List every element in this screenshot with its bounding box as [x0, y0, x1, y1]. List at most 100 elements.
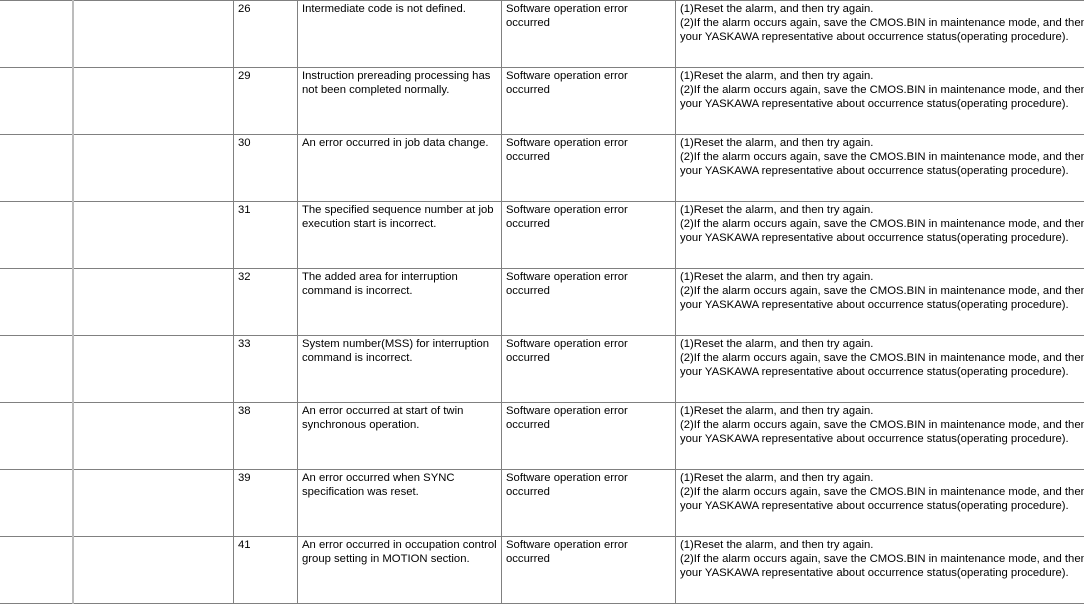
cell-column-b — [73, 201, 234, 269]
table-row: 26 Intermediate code is not defined. Softw… — [0, 0, 1084, 68]
table-row: 32 The added area for interruption comman… — [0, 268, 1084, 336]
cell-description-text: The specified sequence number at job exe… — [302, 204, 494, 230]
cell-description-text: Intermediate code is not defined. — [302, 3, 466, 15]
table-row: 33 System number(MSS) for interruption co… — [0, 335, 1084, 403]
cell-remedy-text: (1)Reset the alarm, and then try again. … — [680, 271, 1084, 311]
cell-cause: Software operation error occurred — [501, 268, 676, 336]
cell-alarm-code-text: 31 — [238, 204, 251, 216]
cell-alarm-code: 41 — [233, 536, 298, 604]
cell-remedy: (1)Reset the alarm, and then try again. … — [675, 268, 1084, 336]
cell-alarm-code-text: 41 — [238, 539, 251, 551]
cell-description: The added area for interruption command … — [297, 268, 502, 336]
cell-remedy-text: (1)Reset the alarm, and then try again. … — [680, 338, 1084, 378]
cell-description: An error occurred at start of twin synch… — [297, 402, 502, 470]
cell-column-b — [73, 0, 234, 68]
cell-cause-text: Software operation error occurred — [506, 472, 628, 498]
cell-remedy: (1)Reset the alarm, and then try again. … — [675, 67, 1084, 135]
cell-cause: Software operation error occurred — [501, 67, 676, 135]
table-row: 29 Instruction prereading processing has … — [0, 67, 1084, 135]
cell-column-b — [73, 536, 234, 604]
cell-cause-text: Software operation error occurred — [506, 70, 628, 96]
cell-alarm-code: 32 — [233, 268, 298, 336]
table-row: 38 An error occurred at start of twin syn… — [0, 402, 1084, 470]
cell-column-a — [0, 201, 74, 269]
cell-column-b — [73, 402, 234, 470]
cell-description: An error occurred in job data change. — [297, 134, 502, 202]
cell-alarm-code-text: 32 — [238, 271, 251, 283]
cell-remedy: (1)Reset the alarm, and then try again. … — [675, 402, 1084, 470]
cell-description-text: Instruction prereading processing has no… — [302, 70, 491, 96]
cell-column-a — [0, 402, 74, 470]
cell-cause-text: Software operation error occurred — [506, 137, 628, 163]
cell-description-text: An error occurred when SYNC specificatio… — [302, 472, 455, 498]
table-row: 39 An error occurred when SYNC specificat… — [0, 469, 1084, 537]
cell-alarm-code-text: 29 — [238, 70, 251, 82]
cell-cause-text: Software operation error occurred — [506, 3, 628, 29]
cell-cause-text: Software operation error occurred — [506, 271, 628, 297]
cell-remedy-text: (1)Reset the alarm, and then try again. … — [680, 3, 1084, 43]
cell-column-a — [0, 536, 74, 604]
cell-alarm-code-text: 39 — [238, 472, 251, 484]
cell-description: An error occurred when SYNC specificatio… — [297, 469, 502, 537]
cell-remedy-text: (1)Reset the alarm, and then try again. … — [680, 472, 1084, 512]
cell-remedy: (1)Reset the alarm, and then try again. … — [675, 134, 1084, 202]
cell-description: System number(MSS) for interruption comm… — [297, 335, 502, 403]
cell-description: The specified sequence number at job exe… — [297, 201, 502, 269]
cell-remedy-text: (1)Reset the alarm, and then try again. … — [680, 70, 1084, 110]
cell-column-a — [0, 469, 74, 537]
cell-column-a — [0, 335, 74, 403]
cell-remedy-text: (1)Reset the alarm, and then try again. … — [680, 137, 1084, 177]
cell-remedy-text: (1)Reset the alarm, and then try again. … — [680, 539, 1084, 579]
cell-cause: Software operation error occurred — [501, 536, 676, 604]
cell-description-text: An error occurred at start of twin synch… — [302, 405, 464, 431]
cell-description-text: An error occurred in job data change. — [302, 137, 489, 149]
cell-cause: Software operation error occurred — [501, 335, 676, 403]
table-row: 41 An error occurred in occupation contro… — [0, 536, 1084, 604]
cell-alarm-code-text: 38 — [238, 405, 251, 417]
cell-alarm-code-text: 30 — [238, 137, 251, 149]
cell-alarm-code: 33 — [233, 335, 298, 403]
cell-column-b — [73, 67, 234, 135]
cell-alarm-code: 39 — [233, 469, 298, 537]
cell-column-b — [73, 469, 234, 537]
cell-remedy-text: (1)Reset the alarm, and then try again. … — [680, 405, 1084, 445]
cell-cause: Software operation error occurred — [501, 201, 676, 269]
cell-column-b — [73, 134, 234, 202]
table-row: 31 The specified sequence number at job e… — [0, 201, 1084, 269]
cell-description: An error occurred in occupation control … — [297, 536, 502, 604]
cell-alarm-code: 38 — [233, 402, 298, 470]
cell-column-a — [0, 0, 74, 68]
cell-alarm-code-text: 26 — [238, 3, 251, 15]
cell-cause-text: Software operation error occurred — [506, 338, 628, 364]
cell-cause: Software operation error occurred — [501, 0, 676, 68]
cell-cause-text: Software operation error occurred — [506, 204, 628, 230]
cell-description-text: An error occurred in occupation control … — [302, 539, 497, 565]
cell-remedy: (1)Reset the alarm, and then try again. … — [675, 469, 1084, 537]
cell-cause-text: Software operation error occurred — [506, 405, 628, 431]
cell-column-b — [73, 335, 234, 403]
cell-alarm-code: 30 — [233, 134, 298, 202]
cell-alarm-code: 29 — [233, 67, 298, 135]
cell-cause: Software operation error occurred — [501, 469, 676, 537]
table-row: 30 An error occurred in job data change. S… — [0, 134, 1084, 202]
cell-description-text: System number(MSS) for interruption comm… — [302, 338, 490, 364]
cell-alarm-code: 26 — [233, 0, 298, 68]
cell-column-a — [0, 67, 74, 135]
cell-description: Intermediate code is not defined. — [297, 0, 502, 68]
cell-cause: Software operation error occurred — [501, 134, 676, 202]
cell-alarm-code: 31 — [233, 201, 298, 269]
cell-remedy: (1)Reset the alarm, and then try again. … — [675, 335, 1084, 403]
cell-alarm-code-text: 33 — [238, 338, 251, 350]
cell-description: Instruction prereading processing has no… — [297, 67, 502, 135]
cell-remedy: (1)Reset the alarm, and then try again. … — [675, 536, 1084, 604]
cell-remedy: (1)Reset the alarm, and then try again. … — [675, 0, 1084, 68]
cell-column-a — [0, 268, 74, 336]
cell-cause-text: Software operation error occurred — [506, 539, 628, 565]
cell-remedy: (1)Reset the alarm, and then try again. … — [675, 201, 1084, 269]
cell-remedy-text: (1)Reset the alarm, and then try again. … — [680, 204, 1084, 244]
cell-column-a — [0, 134, 74, 202]
cell-column-b — [73, 268, 234, 336]
cell-cause: Software operation error occurred — [501, 402, 676, 470]
cell-description-text: The added area for interruption command … — [302, 271, 458, 297]
